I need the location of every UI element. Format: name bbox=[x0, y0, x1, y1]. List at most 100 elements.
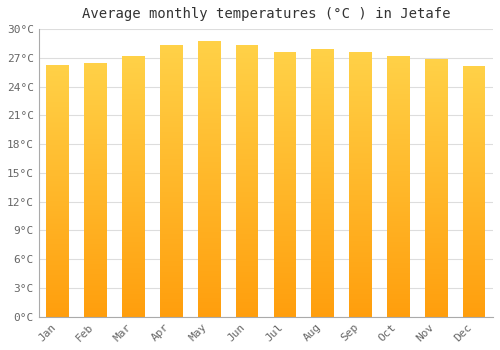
Bar bbox=[349, 244, 372, 246]
Bar bbox=[160, 250, 182, 252]
Bar bbox=[312, 203, 334, 204]
Bar bbox=[463, 162, 485, 163]
Bar bbox=[349, 154, 372, 156]
Bar bbox=[387, 92, 410, 94]
Bar bbox=[122, 84, 145, 85]
Bar bbox=[122, 204, 145, 205]
Bar bbox=[349, 204, 372, 205]
Bar bbox=[425, 74, 448, 76]
Bar bbox=[425, 248, 448, 250]
Bar bbox=[236, 308, 258, 309]
Bar bbox=[349, 140, 372, 142]
Bar bbox=[425, 68, 448, 69]
Bar bbox=[425, 258, 448, 260]
Bar bbox=[312, 244, 334, 245]
Bar bbox=[46, 189, 69, 191]
Bar bbox=[387, 167, 410, 169]
Bar bbox=[312, 131, 334, 133]
Bar bbox=[387, 195, 410, 197]
Bar bbox=[46, 226, 69, 228]
Bar bbox=[274, 280, 296, 281]
Bar bbox=[425, 282, 448, 284]
Bar bbox=[387, 256, 410, 258]
Bar bbox=[84, 100, 107, 101]
Bar bbox=[312, 67, 334, 69]
Bar bbox=[425, 229, 448, 231]
Bar bbox=[463, 97, 485, 98]
Bar bbox=[46, 218, 69, 219]
Bar bbox=[387, 119, 410, 120]
Bar bbox=[160, 279, 182, 281]
Bar bbox=[198, 184, 220, 186]
Bar bbox=[349, 310, 372, 312]
Bar bbox=[160, 47, 182, 49]
Bar bbox=[198, 260, 220, 261]
Bar bbox=[349, 271, 372, 273]
Bar bbox=[387, 127, 410, 129]
Bar bbox=[312, 74, 334, 76]
Bar bbox=[84, 110, 107, 112]
Bar bbox=[236, 112, 258, 114]
Bar bbox=[122, 66, 145, 68]
Bar bbox=[349, 250, 372, 252]
Bar bbox=[84, 292, 107, 293]
Bar bbox=[122, 166, 145, 167]
Bar bbox=[122, 198, 145, 200]
Bar bbox=[463, 66, 485, 68]
Bar bbox=[425, 164, 448, 166]
Bar bbox=[84, 144, 107, 146]
Bar bbox=[84, 75, 107, 76]
Bar bbox=[160, 56, 182, 58]
Bar bbox=[236, 185, 258, 187]
Bar bbox=[46, 273, 69, 275]
Bar bbox=[160, 92, 182, 94]
Bar bbox=[349, 94, 372, 96]
Bar bbox=[274, 68, 296, 70]
Bar bbox=[387, 301, 410, 303]
Bar bbox=[463, 108, 485, 110]
Bar bbox=[463, 150, 485, 152]
Bar bbox=[160, 163, 182, 165]
Bar bbox=[236, 244, 258, 246]
Bar bbox=[160, 221, 182, 223]
Bar bbox=[387, 96, 410, 98]
Bar bbox=[84, 86, 107, 88]
Bar bbox=[198, 131, 220, 133]
Bar bbox=[160, 71, 182, 72]
Bar bbox=[463, 240, 485, 242]
Bar bbox=[46, 228, 69, 229]
Bar bbox=[387, 180, 410, 181]
Bar bbox=[463, 86, 485, 88]
Bar bbox=[349, 260, 372, 262]
Bar bbox=[349, 220, 372, 222]
Bar bbox=[387, 272, 410, 273]
Bar bbox=[312, 295, 334, 297]
Bar bbox=[84, 290, 107, 292]
Bar bbox=[46, 293, 69, 295]
Bar bbox=[160, 167, 182, 168]
Bar bbox=[349, 222, 372, 223]
Bar bbox=[236, 226, 258, 228]
Bar bbox=[387, 190, 410, 191]
Bar bbox=[236, 56, 258, 58]
Bar bbox=[274, 116, 296, 117]
Bar bbox=[463, 128, 485, 130]
Bar bbox=[160, 174, 182, 176]
Bar bbox=[425, 275, 448, 277]
Bar bbox=[122, 230, 145, 232]
Bar bbox=[198, 76, 220, 77]
Bar bbox=[425, 238, 448, 239]
Bar bbox=[198, 295, 220, 296]
Bar bbox=[160, 96, 182, 98]
Bar bbox=[84, 308, 107, 310]
Bar bbox=[463, 203, 485, 205]
Bar bbox=[160, 206, 182, 208]
Bar bbox=[84, 240, 107, 242]
Bar bbox=[236, 143, 258, 145]
Bar bbox=[160, 161, 182, 163]
Bar bbox=[84, 232, 107, 234]
Bar bbox=[349, 298, 372, 299]
Bar bbox=[425, 189, 448, 191]
Bar bbox=[463, 140, 485, 141]
Bar bbox=[274, 225, 296, 227]
